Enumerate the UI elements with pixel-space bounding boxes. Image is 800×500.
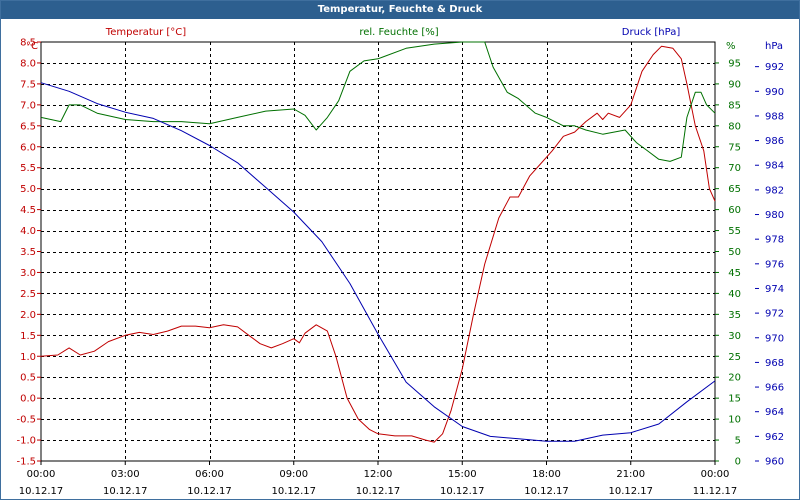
x-tick-time: 03:00 [111, 469, 140, 480]
pressure-tick-label: 980 [765, 210, 784, 221]
humidity-tick-label: 75 [728, 142, 741, 153]
temp-tick-label: 8.5 [20, 38, 36, 49]
humidity-tick-label: 90 [728, 79, 741, 90]
x-tick-date: 10.12.17 [440, 486, 485, 497]
humidity-tick-label: 50 [728, 247, 741, 258]
temp-tick-label: 1.5 [20, 331, 36, 342]
temp-tick-label: -1.0 [16, 436, 36, 447]
humidity-tick-label: 55 [728, 226, 741, 237]
x-tick-date: 10.12.17 [271, 486, 316, 497]
temp-tick-label: 2.0 [20, 310, 36, 321]
humidity-tick-label: 10 [728, 415, 741, 426]
temp-tick-label: 5.0 [20, 184, 36, 195]
temp-tick-label: 4.5 [20, 205, 36, 216]
temp-tick-label: 7.0 [20, 100, 36, 111]
humidity-tick-label: 5 [735, 436, 741, 447]
temp-tick-label: 4.0 [20, 226, 36, 237]
humidity-tick-label: 20 [728, 373, 741, 384]
pressure-unit: hPa [765, 41, 783, 52]
humidity-tick-label: 70 [728, 163, 741, 174]
temp-unit: °C [26, 41, 38, 52]
x-tick-time: 21:00 [616, 469, 645, 480]
pressure-tick-label: 960 [765, 457, 784, 468]
x-tick-time: 06:00 [195, 469, 224, 480]
pressure-tick-label: 964 [765, 407, 784, 418]
grid-layer [40, 41, 716, 462]
chart-canvas: 8.5 8.0 7.5 7.0 6.5 6.0 5.5 5.0 4.5 4.0 3.5 3.0 2.5 2… [16, 27, 784, 497]
temp-tick-label: 1.0 [20, 352, 36, 363]
humidity-tick-label: 35 [728, 310, 741, 321]
pressure-tick-label: 974 [765, 284, 784, 295]
temp-tick-label: 6.0 [20, 142, 36, 153]
label-layer: 8.5 8.0 7.5 7.0 6.5 6.0 5.5 5.0 4.5 4.0 3.5 3.0 2.5 2… [16, 27, 784, 497]
x-tick-time: 12:00 [364, 469, 393, 480]
pressure-tick-label: 992 [765, 62, 784, 73]
pressure-tick-label: 986 [765, 136, 784, 147]
window-title: Temperatur, Feuchte & Druck [1, 1, 799, 19]
temp-tick-label: -0.5 [16, 415, 36, 426]
humidity-tick-label: 30 [728, 331, 741, 342]
series-layer [40, 41, 716, 443]
x-tick-date: 10.12.17 [608, 486, 653, 497]
humidity-tick-label: 65 [728, 184, 741, 195]
humidity-tick-label: 60 [728, 205, 741, 216]
pressure-tick-label: 984 [765, 161, 784, 172]
humidity-tick-label: 0 [735, 457, 741, 468]
humidity-tick-label: 40 [728, 289, 741, 300]
temp-tick-label: 6.5 [20, 121, 36, 132]
temp-tick-label: 0.0 [20, 394, 36, 405]
pressure-tick-label: 968 [765, 358, 784, 369]
x-tick-time: 00:00 [27, 469, 56, 480]
x-tick-time: 00:00 [701, 469, 730, 480]
x-tick-date: 10.12.17 [103, 486, 148, 497]
humidity-tick-label: 80 [728, 121, 741, 132]
temp-tick-label: 0.5 [20, 373, 36, 384]
humidity-tick-label: 25 [728, 352, 741, 363]
temperature-series-line [40, 45, 716, 443]
temp-tick-label: 2.5 [20, 289, 36, 300]
humidity-tick-label: 15 [728, 394, 741, 405]
pressure-tick-label: 972 [765, 309, 784, 320]
humidity-tick-label: 85 [728, 100, 741, 111]
humidity-unit: % [726, 41, 736, 52]
pressure-tick-label: 970 [765, 333, 784, 344]
x-tick-date: 11.12.17 [693, 486, 738, 497]
x-tick-date: 10.12.17 [524, 486, 569, 497]
temp-tick-label: 7.5 [20, 79, 36, 90]
pressure-tick-label: 962 [765, 432, 784, 443]
pressure-tick-label: 988 [765, 111, 784, 122]
humidity-tick-label: 45 [728, 268, 741, 279]
x-tick-date: 10.12.17 [187, 486, 232, 497]
temp-tick-label: -1.5 [16, 457, 36, 468]
humidity-series-line [40, 41, 716, 162]
pressure-tick-label: 966 [765, 383, 784, 394]
temp-tick-label: 3.5 [20, 247, 36, 258]
pressure-axis-label: Druck [hPa] [622, 27, 681, 38]
pressure-tick-label: 978 [765, 235, 784, 246]
pressure-tick-label: 976 [765, 259, 784, 270]
x-tick-date: 10.12.17 [19, 486, 64, 497]
temperature-axis-label: Temperatur [°C] [105, 27, 186, 38]
pressure-tick-label: 982 [765, 185, 784, 196]
humidity-tick-label: 95 [728, 58, 741, 69]
x-tick-time: 18:00 [532, 469, 561, 480]
pressure-tick-label: 990 [765, 87, 784, 98]
x-tick-date: 10.12.17 [356, 486, 401, 497]
temp-tick-label: 8.0 [20, 58, 36, 69]
x-tick-time: 09:00 [279, 469, 308, 480]
temp-tick-label: 5.5 [20, 163, 36, 174]
humidity-axis-label: rel. Feuchte [%] [359, 27, 438, 38]
x-tick-time: 15:00 [448, 469, 477, 480]
temp-tick-label: 3.0 [20, 268, 36, 279]
pressure-series-line [40, 82, 716, 442]
